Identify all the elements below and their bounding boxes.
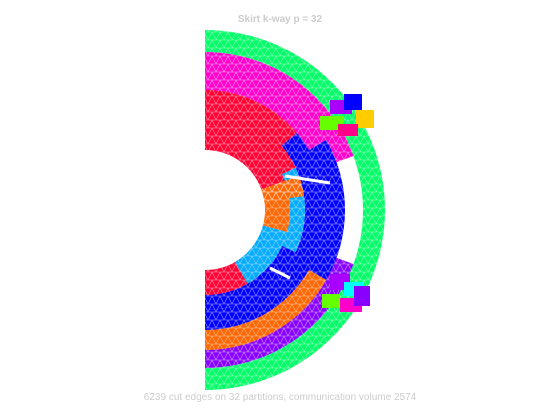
mesh-hatch: [205, 30, 385, 390]
mesh-lines: [205, 125, 285, 190]
partition-block: [354, 286, 370, 306]
partition-block: [356, 110, 374, 128]
figure-caption: 6239 cut edges on 32 partitions, communi…: [143, 392, 417, 403]
mesh-gap: [284, 174, 331, 185]
corner-blocks: [269, 94, 374, 312]
mesh-lines: [205, 110, 296, 175]
mesh-lines: [205, 257, 354, 368]
mesh-lines: [205, 90, 297, 146]
mesh-lines: [281, 132, 325, 288]
mesh-lines: [205, 52, 354, 163]
mesh-lines: [205, 261, 248, 295]
partition-block: [322, 294, 340, 308]
mesh-gap: [269, 266, 291, 280]
partition-block: [338, 124, 358, 136]
figure-title: Skirt k-way p = 32: [237, 14, 323, 25]
mesh-lines: [205, 270, 327, 350]
mesh-lines: [308, 140, 345, 280]
mesh-lines: [205, 274, 297, 330]
mesh-lines: [205, 70, 327, 150]
mesh-lines: [235, 225, 288, 284]
partition-block: [344, 94, 362, 110]
mesh-lines: [261, 175, 305, 202]
mesh-lines: [205, 245, 296, 310]
